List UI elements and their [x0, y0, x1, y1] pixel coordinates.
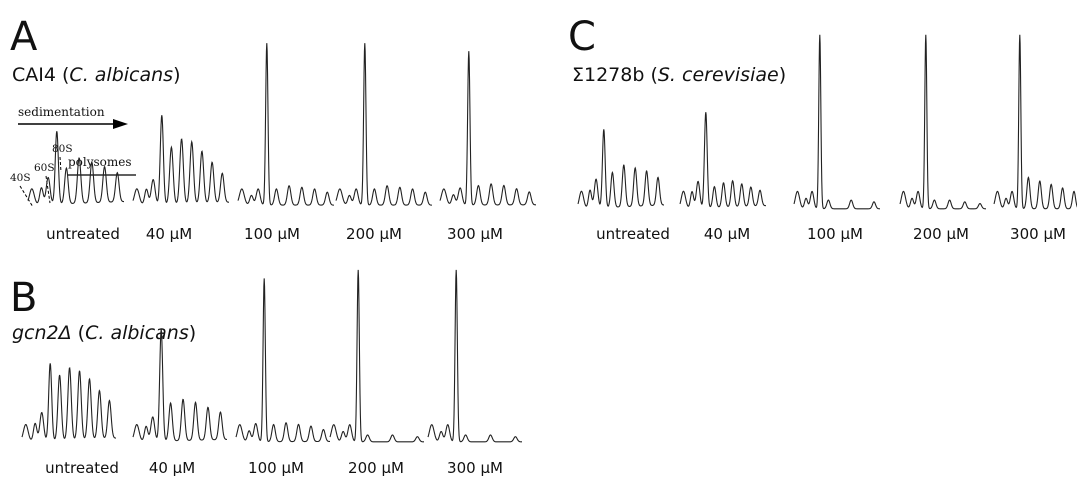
strain-gene-b: gcn2 — [12, 322, 59, 344]
profile-trace-b-4 — [427, 269, 523, 443]
profile-trace-c-2 — [793, 34, 881, 210]
strain-suffix-b: ) — [188, 322, 197, 344]
strain-suffix-c: ) — [778, 64, 787, 86]
condition-label-b-0: untreated — [45, 459, 119, 477]
condition-label-c-4: 300 µM — [1010, 225, 1066, 243]
label-60s: 60S — [34, 162, 55, 174]
profile-trace-a-3 — [335, 43, 433, 206]
strain-label-c: Σ1278b (S. cerevisiae) — [572, 64, 786, 86]
sedimentation-arrowhead — [113, 119, 128, 129]
panel-letter-c: C — [568, 14, 596, 60]
strain-label-b: gcn2Δ (C. albicans) — [12, 322, 196, 344]
condition-label-b-3: 200 µM — [348, 459, 404, 477]
profile-trace-b-1 — [132, 329, 228, 442]
strain-species-b: C. albicans — [85, 322, 189, 344]
strain-species-c: S. cerevisiae — [657, 64, 779, 86]
profile-trace-b-3 — [329, 269, 425, 443]
leader-40s — [19, 185, 34, 208]
panel-letter-a: A — [10, 14, 38, 60]
profile-trace-c-0 — [577, 129, 665, 208]
leader-80s — [59, 156, 62, 173]
label-40s: 40S — [10, 172, 31, 184]
condition-label-c-0: untreated — [596, 225, 670, 243]
profile-trace-a-0 — [27, 131, 124, 204]
strain-prefix-c: Σ1278b ( — [572, 64, 658, 86]
condition-label-a-4: 300 µM — [447, 225, 503, 243]
profile-trace-c-4 — [993, 34, 1077, 210]
profile-trace-b-2 — [235, 278, 331, 443]
sedimentation-label: sedimentation — [18, 105, 105, 119]
strain-prefix-a: CAI4 ( — [12, 64, 70, 86]
condition-label-b-2: 100 µM — [248, 459, 304, 477]
profile-trace-a-1 — [132, 115, 230, 204]
strain-species-a: C. albicans — [69, 64, 174, 86]
profile-trace-a-2 — [237, 43, 335, 206]
condition-label-a-0: untreated — [46, 225, 120, 243]
condition-label-a-3: 200 µM — [346, 225, 402, 243]
profile-trace-b-0 — [21, 363, 117, 440]
condition-label-b-1: 40 µM — [148, 459, 196, 477]
label-80s: 80S — [52, 143, 73, 155]
panel-letter-b: B — [10, 275, 38, 321]
condition-label-c-3: 200 µM — [913, 225, 969, 243]
condition-label-c-1: 40 µM — [703, 225, 751, 243]
leader-60s — [45, 175, 51, 204]
condition-label-a-2: 100 µM — [244, 225, 300, 243]
condition-label-c-2: 100 µM — [807, 225, 863, 243]
profile-trace-a-4 — [439, 51, 537, 206]
label-polysomes: polysomes — [68, 155, 132, 169]
strain-label-a: CAI4 (C. albicans) — [12, 64, 180, 86]
condition-label-b-4: 300 µM — [447, 459, 503, 477]
strain-suffix-a: ) — [173, 64, 181, 86]
strain-open-b: ( — [71, 322, 86, 344]
condition-label-a-1: 40 µM — [145, 225, 193, 243]
profile-trace-c-3 — [899, 34, 987, 210]
strain-delta-b: Δ — [58, 322, 72, 344]
profile-trace-c-1 — [679, 112, 766, 208]
